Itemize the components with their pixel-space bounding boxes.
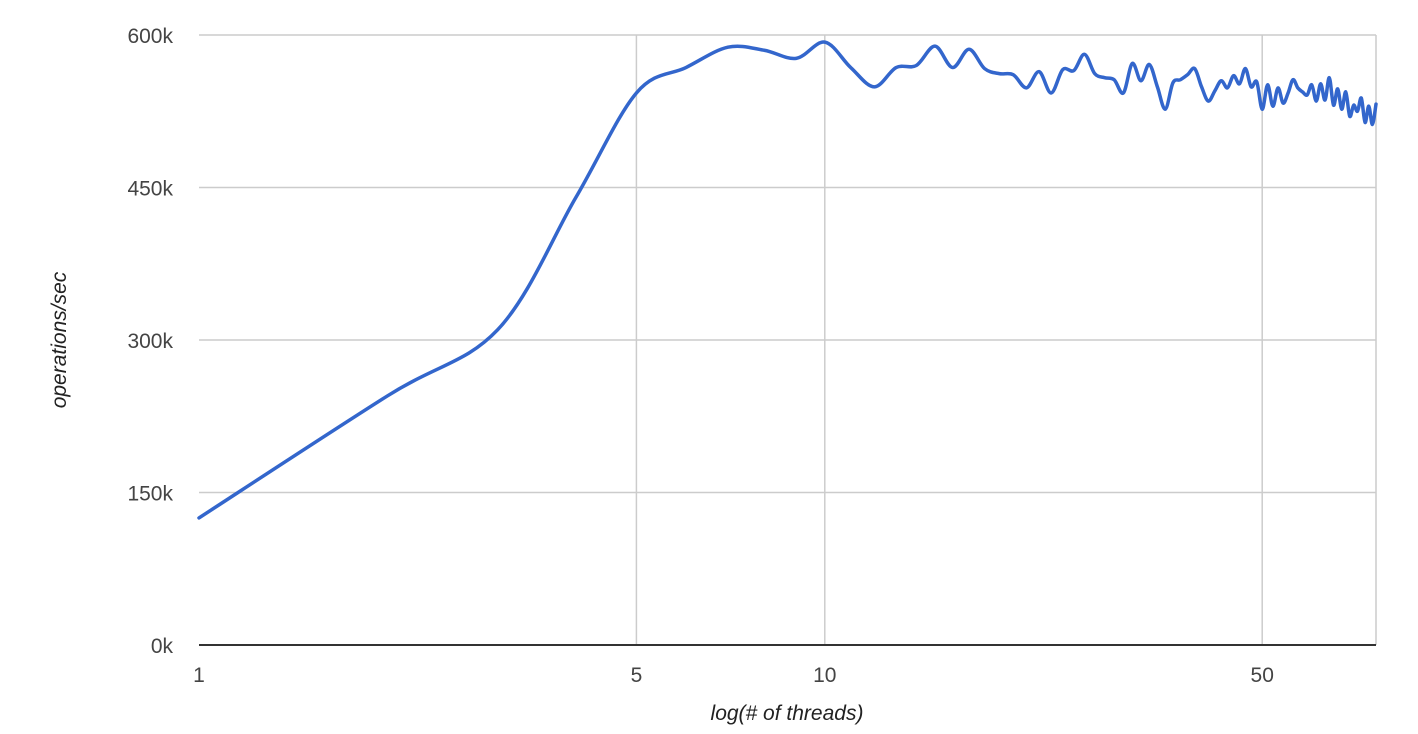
y-tick-label: 0k	[151, 635, 174, 658]
y-axis-title: operations/sec	[48, 271, 71, 408]
series-layer	[197, 40, 1378, 520]
y-tick-label: 150k	[127, 483, 173, 506]
x-tick-label: 10	[813, 664, 836, 687]
tick-label-layer: 0k 150k 300k 450k 600k 1 5 10 50	[127, 25, 1273, 687]
x-axis-title: log(# of threads)	[711, 702, 864, 725]
x-tick-label: 5	[631, 664, 643, 687]
y-tick-label: 300k	[127, 330, 173, 353]
series-line	[197, 40, 1378, 520]
grid-layer	[199, 34, 1377, 646]
x-tick-label: 1	[193, 664, 205, 687]
x-tick-label: 50	[1251, 664, 1274, 687]
y-tick-label: 450k	[127, 178, 173, 201]
y-tick-label: 600k	[127, 25, 173, 48]
